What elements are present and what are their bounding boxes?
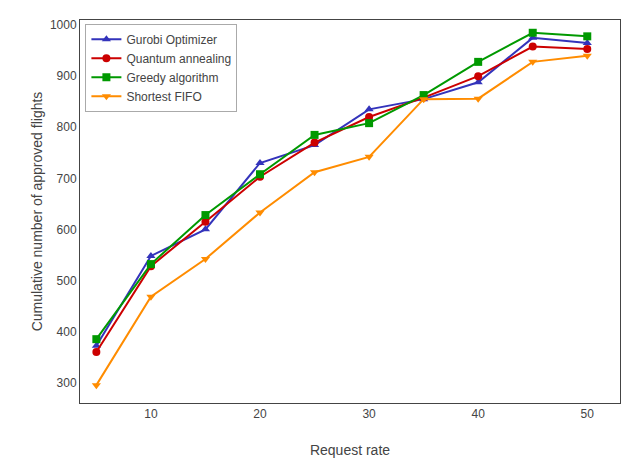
- svg-text:20: 20: [253, 407, 267, 421]
- svg-text:Greedy algorithm: Greedy algorithm: [126, 71, 218, 85]
- svg-text:Request rate: Request rate: [310, 442, 390, 458]
- svg-text:40: 40: [472, 407, 486, 421]
- svg-text:700: 700: [57, 172, 77, 186]
- svg-text:50: 50: [581, 407, 595, 421]
- svg-text:Quantum annealing: Quantum annealing: [126, 52, 231, 66]
- svg-text:1000: 1000: [50, 18, 77, 32]
- svg-text:300: 300: [57, 376, 77, 390]
- svg-text:900: 900: [57, 69, 77, 83]
- svg-text:600: 600: [57, 223, 77, 237]
- svg-text:800: 800: [57, 120, 77, 134]
- svg-text:30: 30: [362, 407, 376, 421]
- svg-text:400: 400: [57, 325, 77, 339]
- svg-text:Shortest FIFO: Shortest FIFO: [126, 90, 201, 104]
- svg-text:500: 500: [57, 274, 77, 288]
- svg-text:Gurobi Optimizer: Gurobi Optimizer: [126, 33, 217, 47]
- svg-text:10: 10: [144, 407, 158, 421]
- svg-text:Cumulative number of approved: Cumulative number of approved flights: [29, 92, 45, 332]
